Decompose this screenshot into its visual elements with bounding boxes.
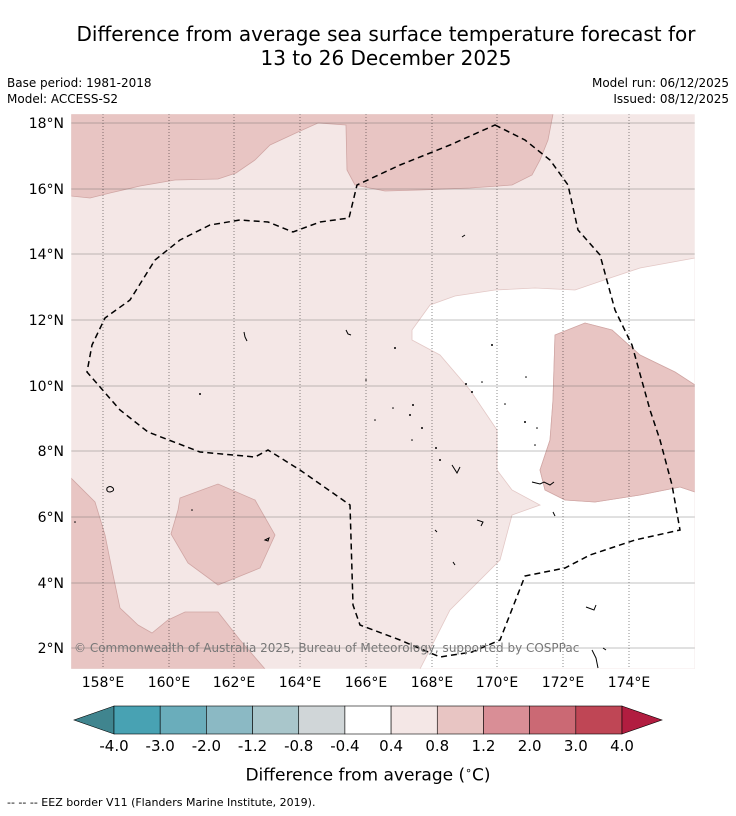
colorbar-title-unit: C)	[472, 765, 491, 786]
colorbar-segment	[483, 705, 530, 735]
anomaly-zone-0-8-to-1-2-east	[539, 322, 695, 503]
lat-label: 2°N	[38, 641, 64, 657]
colorbar-tick-label: 2.0	[517, 737, 542, 755]
colorbar-segment	[113, 705, 161, 735]
colorbar-tick-label: -0.4	[330, 737, 360, 755]
model-name: Model: ACCESS-S2	[7, 92, 119, 106]
anomaly-zone-0-8-to-1-2-southwest	[71, 477, 266, 669]
colorbar	[73, 705, 663, 735]
eez-border	[86, 124, 681, 658]
lon-label: 160°E	[148, 675, 191, 691]
chart-title: Difference from average sea surface temp…	[0, 22, 736, 70]
colorbar-tick-label: 3.0	[563, 737, 588, 755]
anomaly-zone-0-8-to-1-2-central	[170, 483, 276, 586]
lon-label: 162°E	[213, 675, 256, 691]
lon-label: 174°E	[608, 675, 651, 691]
lon-label: 168°E	[411, 675, 454, 691]
colorbar-segment	[206, 705, 253, 735]
lat-label: 10°N	[29, 379, 64, 395]
colorbar-segment	[529, 705, 577, 735]
colorbar-segment	[159, 705, 207, 735]
lat-label: 18°N	[29, 116, 64, 132]
lon-label: 172°E	[542, 675, 585, 691]
colorbar-tick-label: -4.0	[99, 737, 129, 755]
title-line-1: Difference from average sea surface temp…	[76, 22, 696, 46]
colorbar-segment	[344, 705, 392, 735]
lon-label: 158°E	[82, 675, 125, 691]
colorbar-title: Difference from average (∘C)	[0, 764, 736, 786]
colorbar-tick-label: -2.0	[191, 737, 221, 755]
base-period: Base period: 1981-2018	[7, 76, 152, 90]
map-area	[71, 114, 695, 669]
colorbar-segment	[575, 705, 623, 735]
eez-footnote: -- -- -- EEZ border V11 (Flanders Marine…	[7, 796, 316, 809]
tiny-islands	[74, 344, 538, 523]
colorbar-extend-high	[621, 705, 663, 735]
colorbar-segment	[298, 705, 346, 735]
longitude-axis-labels: 158°E 160°E 162°E 164°E 166°E 168°E 170°…	[82, 675, 651, 691]
meta-right: Model run: 06/12/2025 Issued: 08/12/2025	[592, 75, 729, 107]
lat-label: 4°N	[38, 576, 64, 592]
colorbar-tick-label: -0.8	[284, 737, 314, 755]
colorbar-tick-label: 1.2	[471, 737, 496, 755]
colorbar-segment	[390, 705, 438, 735]
lat-label: 8°N	[38, 444, 64, 460]
colorbar-tick-label: -3.0	[145, 737, 175, 755]
colorbar-tick-label: -1.2	[237, 737, 268, 755]
longitude-gridlines	[102, 114, 630, 669]
map-frame	[70, 113, 696, 670]
issued-date: Issued: 08/12/2025	[613, 92, 729, 106]
latitude-gridlines	[71, 122, 695, 649]
colorbar-extend-low	[73, 705, 115, 735]
lat-label: 12°N	[29, 313, 64, 329]
lat-label: 14°N	[29, 247, 64, 263]
colorbar-tick-label: 0.8	[425, 737, 450, 755]
lon-label: 166°E	[345, 675, 388, 691]
anomaly-zone-0-8-to-1-2-north	[71, 114, 554, 199]
title-line-2: 13 to 26 December 2025	[260, 46, 512, 70]
copyright-notice: © Commonwealth of Australia 2025, Bureau…	[74, 641, 580, 655]
colorbar-tick-label: 4.0	[610, 737, 634, 755]
islands	[106, 234, 607, 669]
colorbar-segment	[436, 705, 484, 735]
colorbar-tick-label: 0.4	[379, 737, 404, 755]
lat-label: 6°N	[38, 510, 64, 526]
degree-symbol: ∘	[465, 764, 472, 777]
lat-label: 16°N	[29, 182, 64, 198]
lon-label: 164°E	[279, 675, 322, 691]
colorbar-title-text: Difference from average (	[245, 765, 466, 786]
latitude-axis-labels: 18°N 16°N 14°N 12°N 10°N 8°N 6°N 4°N 2°N	[29, 116, 64, 657]
colorbar-segment	[252, 705, 300, 735]
lon-label: 170°E	[476, 675, 519, 691]
model-run: Model run: 06/12/2025	[591, 76, 729, 90]
meta-left: Base period: 1981-2018 Model: ACCESS-S2	[7, 75, 152, 107]
